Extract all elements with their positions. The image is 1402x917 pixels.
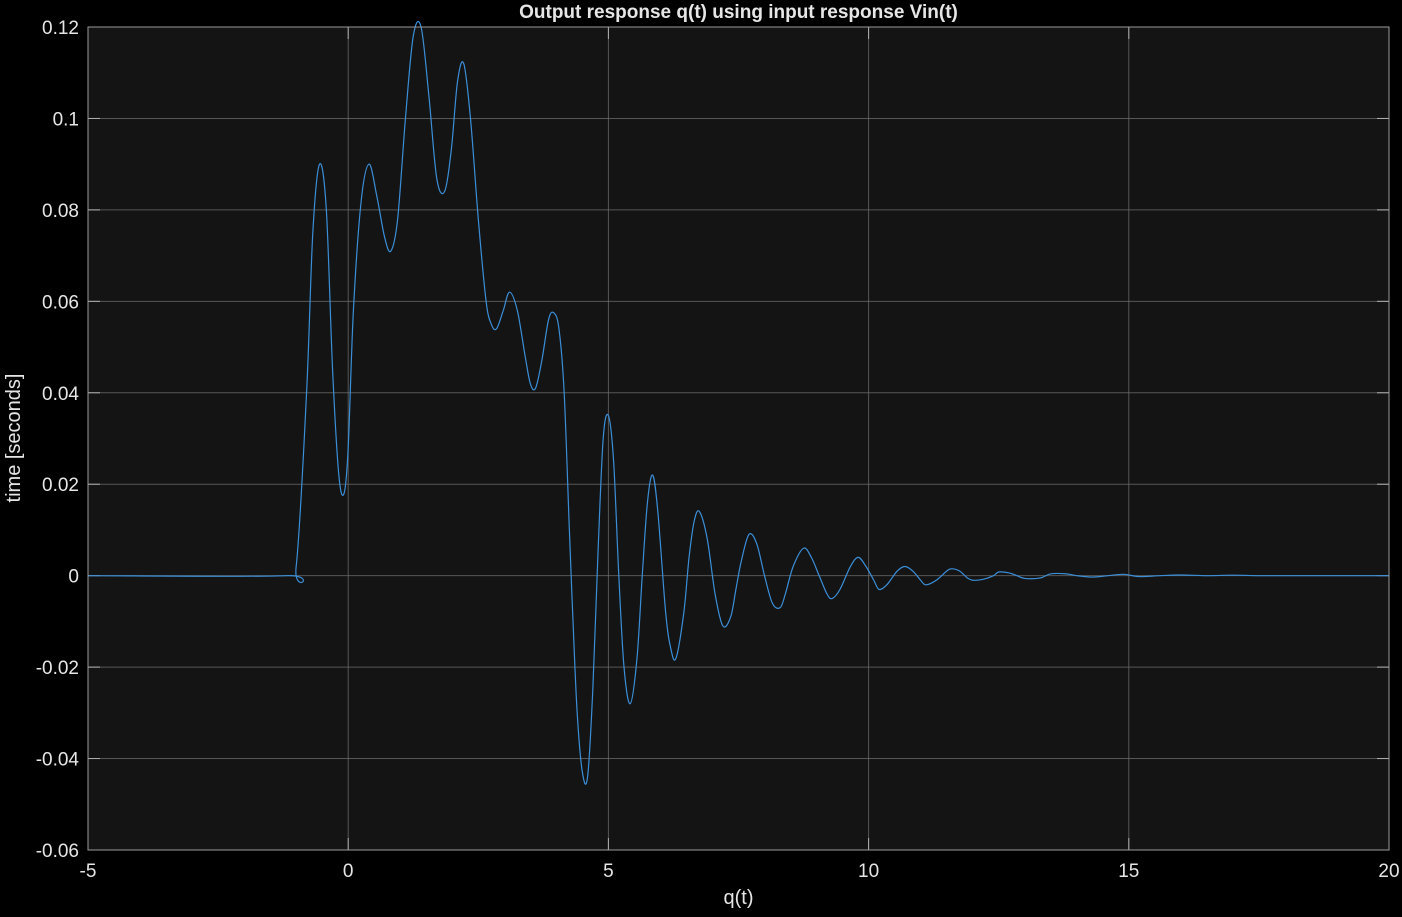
y-axis-label: time [seconds]: [3, 374, 25, 503]
y-tick-label: 0.12: [42, 18, 79, 39]
series-lines: [87, 20, 1389, 785]
y-tick-label: -0.06: [36, 841, 79, 862]
y-tick-label: 0.06: [42, 292, 79, 313]
plot-area: [88, 27, 1389, 850]
y-tick-label: 0.02: [42, 475, 79, 496]
x-tick-label: -5: [80, 861, 97, 882]
y-tick-label: 0.08: [42, 201, 79, 222]
x-axis-label: q(t): [724, 887, 754, 909]
x-tick-label: 10: [858, 861, 879, 882]
x-tick-label: 15: [1118, 861, 1139, 882]
y-tick-label: -0.04: [36, 750, 80, 771]
grid-lines: [88, 27, 1389, 850]
y-tick-label: -0.02: [36, 658, 79, 679]
x-tick-labels: -5 0 5 10 15 20: [80, 861, 1400, 882]
x-tick-label: 20: [1378, 861, 1399, 882]
x-tick-label: 0: [343, 861, 354, 882]
chart-title: Output response q(t) using input respons…: [519, 2, 958, 23]
y-tick-labels: -0.06 -0.04 -0.02 0 0.02 0.04 0.06 0.08 0.1 0.12: [36, 18, 80, 862]
y-tick-label: 0.1: [53, 109, 79, 130]
series-line: [87, 20, 1389, 785]
y-tick-label: 0: [68, 567, 79, 588]
plot-frame: [87, 26, 1390, 851]
x-tick-label: 5: [603, 861, 614, 882]
y-tick-label: 0.04: [42, 384, 79, 405]
